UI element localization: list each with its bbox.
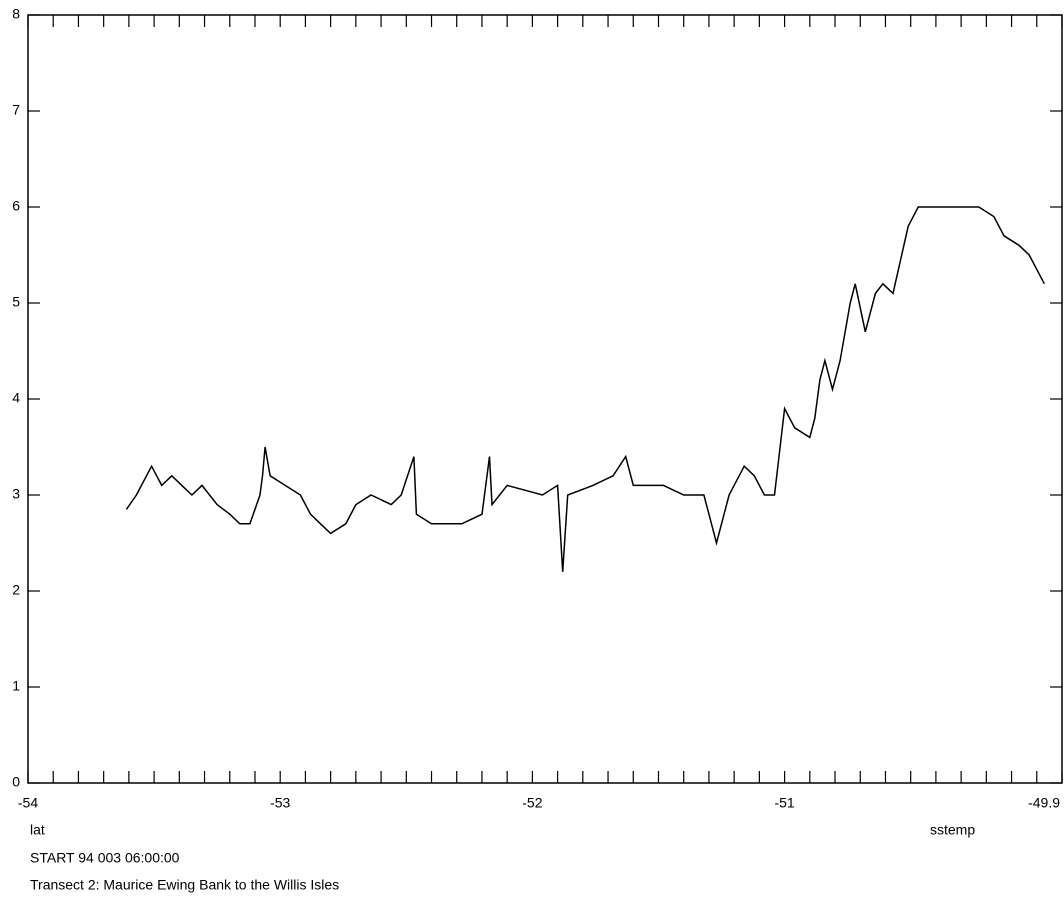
y-tick-label: 3	[12, 486, 20, 502]
plot-frame	[27, 14, 1063, 784]
y-tick-label: 7	[12, 102, 20, 118]
y-tick-label: 5	[12, 294, 20, 310]
x-tick-label: -51	[774, 795, 794, 811]
data-line	[125, 206, 1045, 572]
y-tick-label: 1	[12, 678, 20, 694]
y-tick-label: 6	[12, 198, 20, 214]
x-tick-label: -49.9	[1028, 795, 1060, 811]
subtitle: START 94 003 06:00:00	[30, 850, 180, 866]
x-tick-label: -53	[270, 795, 290, 811]
x-tick-label: -52	[522, 795, 542, 811]
y-tick-label: 2	[12, 582, 20, 598]
x-tick-label: -54	[18, 795, 38, 811]
y-tick-label: 4	[12, 390, 20, 406]
y-tick-label: 8	[12, 6, 20, 22]
y-tick-label: 0	[12, 774, 20, 790]
y-axis-label: sstemp	[930, 822, 975, 838]
x-axis-label: lat	[30, 822, 45, 838]
chart-title: Transect 2: Maurice Ewing Bank to the Wi…	[30, 877, 339, 893]
